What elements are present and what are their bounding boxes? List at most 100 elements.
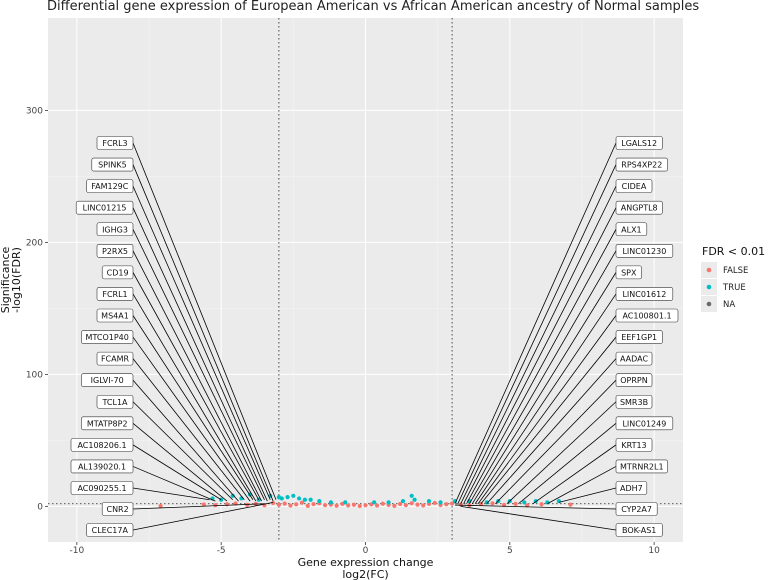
gene-label-text: RPS4XP22 — [621, 161, 662, 170]
gene-label-box — [615, 438, 653, 452]
point-true — [484, 500, 489, 505]
gene-label-text: BOK-AS1 — [622, 526, 656, 535]
point-true — [297, 496, 302, 501]
leader-line — [132, 185, 271, 500]
point-true — [308, 497, 313, 502]
gene-labels: FCRL3 SPINK5 FAM129C LINC01215 IGHG3 P2RX5 CD1… — [70, 136, 679, 537]
leader-line — [132, 466, 216, 502]
point-true — [279, 496, 284, 501]
leader-line — [457, 164, 617, 504]
point-false — [444, 502, 449, 507]
gene-label-text: LGALS12 — [621, 139, 657, 148]
leader-line — [132, 487, 210, 501]
gene-label-text: LINC01249 — [622, 419, 666, 428]
point-false — [299, 500, 305, 505]
point-false — [398, 501, 403, 507]
gene-label-text: AC108206.1 — [77, 441, 126, 450]
point-false — [409, 501, 414, 506]
point-true — [522, 500, 527, 505]
gene-label-text: CNR2 — [106, 505, 128, 514]
point-false — [322, 503, 328, 508]
gene-label-box — [91, 157, 134, 172]
y-tick-label: 300 — [26, 106, 43, 116]
point-false — [357, 503, 362, 509]
leader-line — [132, 142, 277, 500]
gene-label-box — [101, 265, 134, 280]
leader-line — [132, 358, 245, 501]
point-false — [363, 503, 368, 508]
x-axis-title-line2: log2(FC) — [342, 568, 388, 580]
point-false — [421, 503, 426, 508]
gene-label-box — [70, 481, 134, 495]
gene-label-box — [615, 287, 674, 301]
leader-line — [132, 207, 268, 502]
data-points — [158, 492, 573, 509]
leader-line — [495, 379, 617, 505]
point-false — [380, 501, 385, 506]
gene-label-text: MTRNR2L1 — [620, 462, 664, 471]
leader-line — [547, 466, 617, 505]
point-true — [426, 498, 432, 504]
gene-label-text: FAM129C — [91, 182, 129, 191]
point-true — [343, 500, 348, 505]
gene-label-box — [70, 438, 134, 452]
chart-title: Differential gene expression of European… — [47, 0, 699, 14]
gene-label-box — [86, 523, 134, 537]
gene-label-box — [615, 394, 653, 409]
point-false — [213, 503, 218, 508]
point-true — [412, 497, 417, 502]
leader-line — [132, 293, 257, 502]
legend-marker — [706, 301, 712, 307]
leader-line — [469, 250, 617, 504]
gene-label-text: ANGPTL8 — [621, 204, 658, 213]
point-false — [282, 501, 287, 506]
leader-line — [132, 272, 260, 500]
x-tick-label: 5 — [507, 546, 513, 556]
gene-label-box — [96, 308, 134, 323]
leader-line — [480, 336, 617, 504]
x-tick-label: 0 — [363, 546, 369, 556]
x-tick-label: -5 — [217, 546, 226, 556]
gene-label-box — [615, 200, 663, 215]
gene-label-text: CLEC17A — [92, 526, 129, 535]
leader-line — [506, 401, 617, 505]
gene-label-box — [81, 416, 134, 431]
gene-label-box — [615, 416, 674, 431]
gene-label-text: SPX — [621, 268, 637, 277]
leader-line — [132, 229, 265, 500]
legend-label: TRUE — [722, 283, 746, 293]
point-true — [545, 500, 550, 505]
gene-label-box — [96, 136, 134, 150]
leader-line — [477, 315, 617, 504]
y-axis-title-line1: Significance — [0, 246, 12, 313]
leader-line — [466, 229, 617, 504]
point-false — [276, 502, 282, 507]
point-false — [513, 501, 518, 506]
gene-label-box — [615, 351, 653, 366]
gene-label-text: SMR3B — [620, 398, 648, 407]
point-false — [271, 500, 276, 506]
leader-line — [132, 315, 254, 500]
gene-label-text: IGHG3 — [102, 225, 128, 234]
gene-label-box — [615, 179, 653, 193]
gene-label-box — [615, 481, 648, 495]
gene-label-text: SPINK5 — [98, 161, 127, 170]
gene-label-box — [86, 179, 134, 193]
x-tick-label: -10 — [70, 546, 85, 556]
point-false — [201, 502, 206, 507]
gene-label-box — [96, 244, 134, 258]
gene-label-text: KRT13 — [621, 441, 646, 450]
point-true — [386, 500, 391, 505]
gene-label-box — [615, 157, 668, 172]
leader-line — [454, 504, 617, 510]
point-false — [392, 503, 397, 508]
gene-label-box — [615, 373, 653, 387]
gene-label-text: LINC01215 — [83, 204, 127, 213]
gene-label-box — [96, 287, 134, 301]
leader-line — [132, 250, 262, 502]
y-tick-label: 200 — [26, 238, 43, 248]
point-false — [539, 502, 544, 507]
point-false — [449, 501, 455, 506]
gene-label-text: AC100801.1 — [622, 312, 671, 321]
